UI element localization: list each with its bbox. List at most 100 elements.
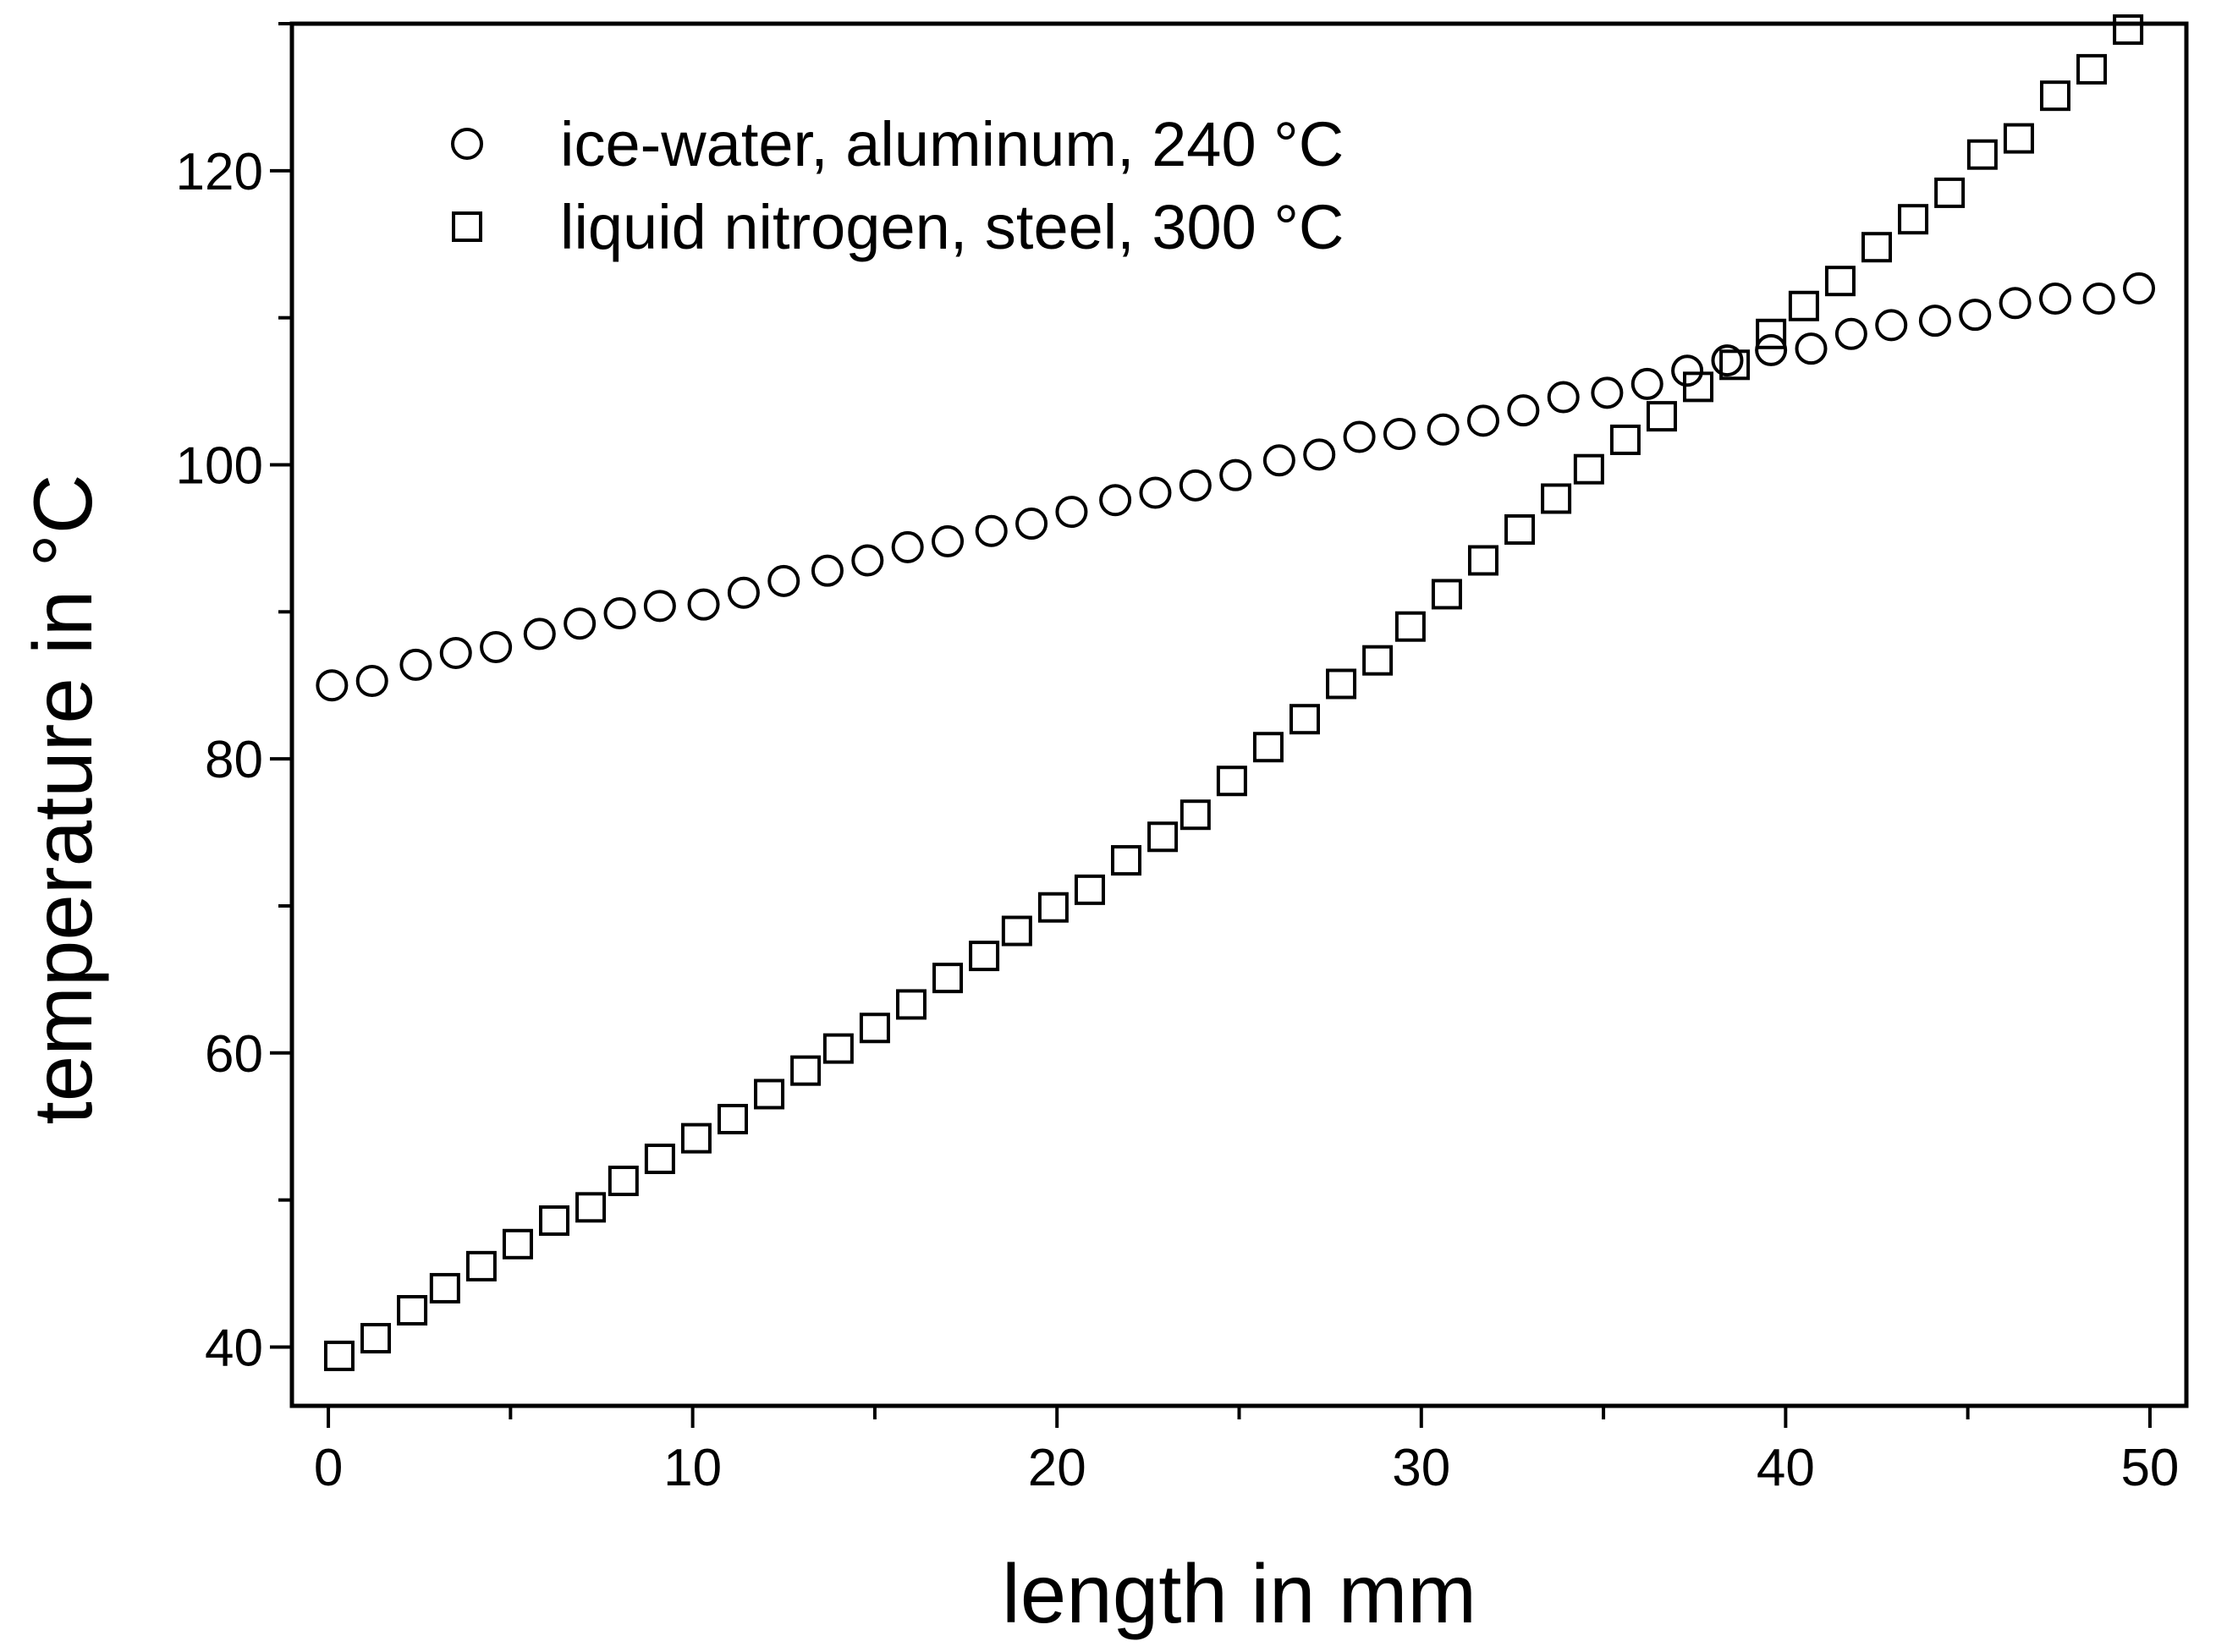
data-point-square bbox=[1001, 915, 1032, 947]
data-point-square bbox=[1362, 645, 1394, 676]
data-point-square bbox=[754, 1078, 785, 1110]
data-point-circle bbox=[1959, 299, 1992, 332]
data-point-circle bbox=[399, 648, 432, 681]
y-tick-label: 80 bbox=[205, 731, 263, 789]
data-point-circle bbox=[439, 636, 472, 669]
y-tick-label: 40 bbox=[205, 1319, 263, 1377]
data-point-square bbox=[932, 963, 964, 994]
y-tick-label: 100 bbox=[176, 436, 263, 495]
data-point-square bbox=[895, 989, 927, 1020]
data-point-square bbox=[323, 1340, 355, 1371]
x-axis-title: length in mm bbox=[1002, 1547, 1476, 1640]
data-point-circle bbox=[811, 554, 844, 587]
data-point-square bbox=[1966, 139, 1998, 170]
series-square bbox=[323, 14, 2144, 1371]
x-tick-label: 40 bbox=[1757, 1439, 1815, 1497]
data-point-square bbox=[822, 1033, 854, 1064]
data-point-circle bbox=[1303, 438, 1336, 471]
data-point-circle bbox=[1139, 476, 1172, 509]
data-point-square bbox=[429, 1272, 460, 1303]
data-point-square bbox=[1147, 821, 1179, 853]
data-point-circle bbox=[1466, 404, 1499, 437]
data-point-square bbox=[1289, 704, 1321, 735]
data-point-square bbox=[502, 1228, 533, 1260]
data-point-circle bbox=[1262, 444, 1295, 477]
data-point-square bbox=[1824, 266, 1856, 297]
data-point-circle bbox=[1099, 484, 1132, 517]
data-point-square bbox=[1788, 290, 1819, 321]
data-point-circle bbox=[1179, 469, 1212, 502]
x-tick-label: 10 bbox=[663, 1439, 722, 1497]
data-point-circle bbox=[1343, 420, 1376, 453]
data-point-circle bbox=[355, 665, 388, 698]
data-point-circle bbox=[1630, 367, 1663, 400]
data-point-circle bbox=[2082, 283, 2115, 316]
data-point-circle bbox=[2038, 283, 2071, 316]
data-point-square bbox=[1646, 401, 1677, 432]
data-point-circle bbox=[2123, 272, 2156, 305]
x-tick-label: 20 bbox=[1028, 1439, 1086, 1497]
data-point-circle bbox=[1755, 333, 1788, 366]
data-point-circle bbox=[932, 524, 965, 557]
data-point-square bbox=[2039, 80, 2070, 112]
data-point-circle bbox=[1875, 309, 1908, 342]
legend-marker-square bbox=[452, 211, 482, 242]
data-point-circle bbox=[1795, 332, 1828, 365]
data-point-square bbox=[1541, 483, 1572, 514]
data-point-circle bbox=[1999, 287, 2032, 320]
data-point-circle bbox=[767, 564, 800, 597]
data-point-square bbox=[397, 1295, 428, 1326]
data-point-circle bbox=[1834, 317, 1867, 350]
data-point-square bbox=[1504, 513, 1536, 545]
data-point-square bbox=[1216, 766, 1247, 797]
data-point-circle bbox=[1219, 458, 1252, 491]
data-point-square bbox=[2113, 14, 2144, 45]
x-tick-label: 30 bbox=[1392, 1439, 1450, 1497]
data-point-square bbox=[680, 1122, 712, 1154]
data-point-square bbox=[1609, 424, 1641, 455]
data-point-circle bbox=[1015, 508, 1048, 541]
y-axis-ticks: 40 60 80 100 120 bbox=[176, 22, 292, 1377]
data-point-circle bbox=[687, 588, 720, 621]
data-point-square bbox=[1326, 668, 1357, 700]
data-point-square bbox=[717, 1104, 748, 1135]
y-tick-label: 60 bbox=[205, 1025, 263, 1084]
data-point-square bbox=[1179, 799, 1211, 831]
data-point-square bbox=[644, 1143, 675, 1174]
data-point-circle bbox=[851, 544, 884, 577]
data-point-square bbox=[1756, 318, 1787, 349]
data-point-square bbox=[1934, 177, 1966, 208]
data-point-circle bbox=[891, 530, 924, 563]
data-point-circle bbox=[1711, 344, 1744, 377]
x-tick-label: 0 bbox=[314, 1439, 343, 1497]
data-point-circle bbox=[480, 631, 513, 664]
data-point-circle bbox=[1591, 376, 1624, 409]
legend-marker-circle bbox=[451, 128, 483, 160]
data-point-square bbox=[1111, 845, 1142, 876]
series-circle bbox=[316, 272, 2156, 702]
x-tick-label: 50 bbox=[2120, 1439, 2179, 1497]
series-layer bbox=[316, 14, 2156, 1371]
legend: ice-water, aluminum, 240 °C liquid nitro… bbox=[451, 109, 1344, 262]
data-point-square bbox=[1394, 611, 1426, 642]
data-point-square bbox=[790, 1055, 822, 1086]
data-point-square bbox=[1252, 732, 1284, 763]
data-point-circle bbox=[523, 617, 556, 650]
data-point-square bbox=[465, 1250, 497, 1282]
x-axis-ticks: 0 10 20 30 40 50 bbox=[314, 1406, 2179, 1497]
data-point-square bbox=[608, 1166, 639, 1197]
legend-label-liquid-nitrogen: liquid nitrogen, steel, 300 °C bbox=[560, 192, 1344, 262]
data-point-square bbox=[969, 941, 1000, 972]
data-point-circle bbox=[1547, 381, 1580, 414]
data-point-circle bbox=[1918, 305, 1951, 338]
data-point-square bbox=[2076, 53, 2108, 85]
data-point-square bbox=[1683, 371, 1714, 403]
data-point-circle bbox=[727, 576, 760, 609]
legend-label-ice-water: ice-water, aluminum, 240 °C bbox=[560, 109, 1344, 179]
data-point-circle bbox=[643, 590, 676, 623]
y-axis-title: temperature in °C bbox=[16, 474, 109, 1124]
data-point-square bbox=[575, 1192, 607, 1223]
data-point-circle bbox=[316, 669, 349, 702]
data-point-square bbox=[1037, 892, 1069, 923]
